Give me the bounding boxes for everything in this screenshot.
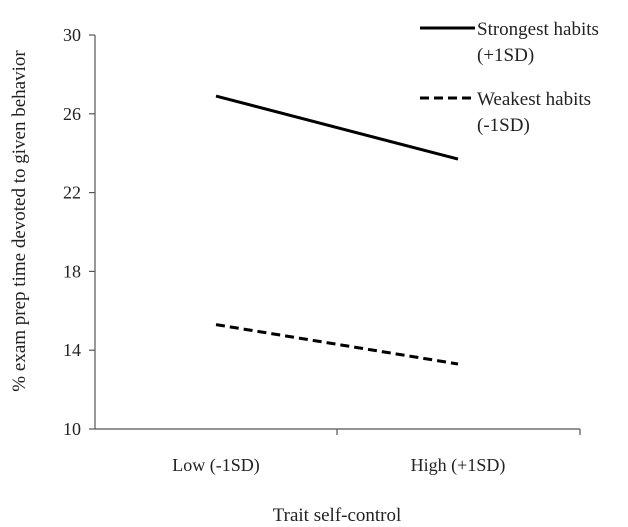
- legend-label-strongest-line2: (+1SD): [477, 45, 534, 66]
- y-tick-label: 30: [63, 25, 81, 45]
- x-tick-label-low: Low (-1SD): [172, 455, 260, 476]
- x-tick-label-high: High (+1SD): [411, 455, 506, 476]
- y-ticks: 10 14 18 22 26 30: [63, 25, 95, 439]
- x-axis-title: Trait self-control: [273, 505, 402, 526]
- legend-label-weakest-line2: (-1SD): [477, 115, 530, 136]
- legend: Strongest habits (+1SD) Weakest habits (…: [420, 19, 599, 136]
- legend-label-weakest-line1: Weakest habits: [477, 89, 591, 110]
- series-line-strongest-habits: [215, 94, 459, 161]
- x-axis: Low (-1SD) High (+1SD): [95, 428, 581, 476]
- y-axis-title: % exam prep time devoted to given behavi…: [9, 50, 30, 392]
- series-line-weakest-habits: [215, 323, 459, 366]
- y-tick-label: 14: [63, 340, 81, 360]
- y-tick-label: 26: [63, 104, 81, 124]
- y-tick-label: 22: [63, 183, 81, 203]
- series-lines: [215, 94, 459, 366]
- y-tick-label: 18: [63, 261, 81, 281]
- legend-label-strongest-line1: Strongest habits: [477, 19, 599, 40]
- y-axis: 10 14 18 22 26 30: [63, 25, 96, 439]
- y-tick-label: 10: [63, 419, 81, 439]
